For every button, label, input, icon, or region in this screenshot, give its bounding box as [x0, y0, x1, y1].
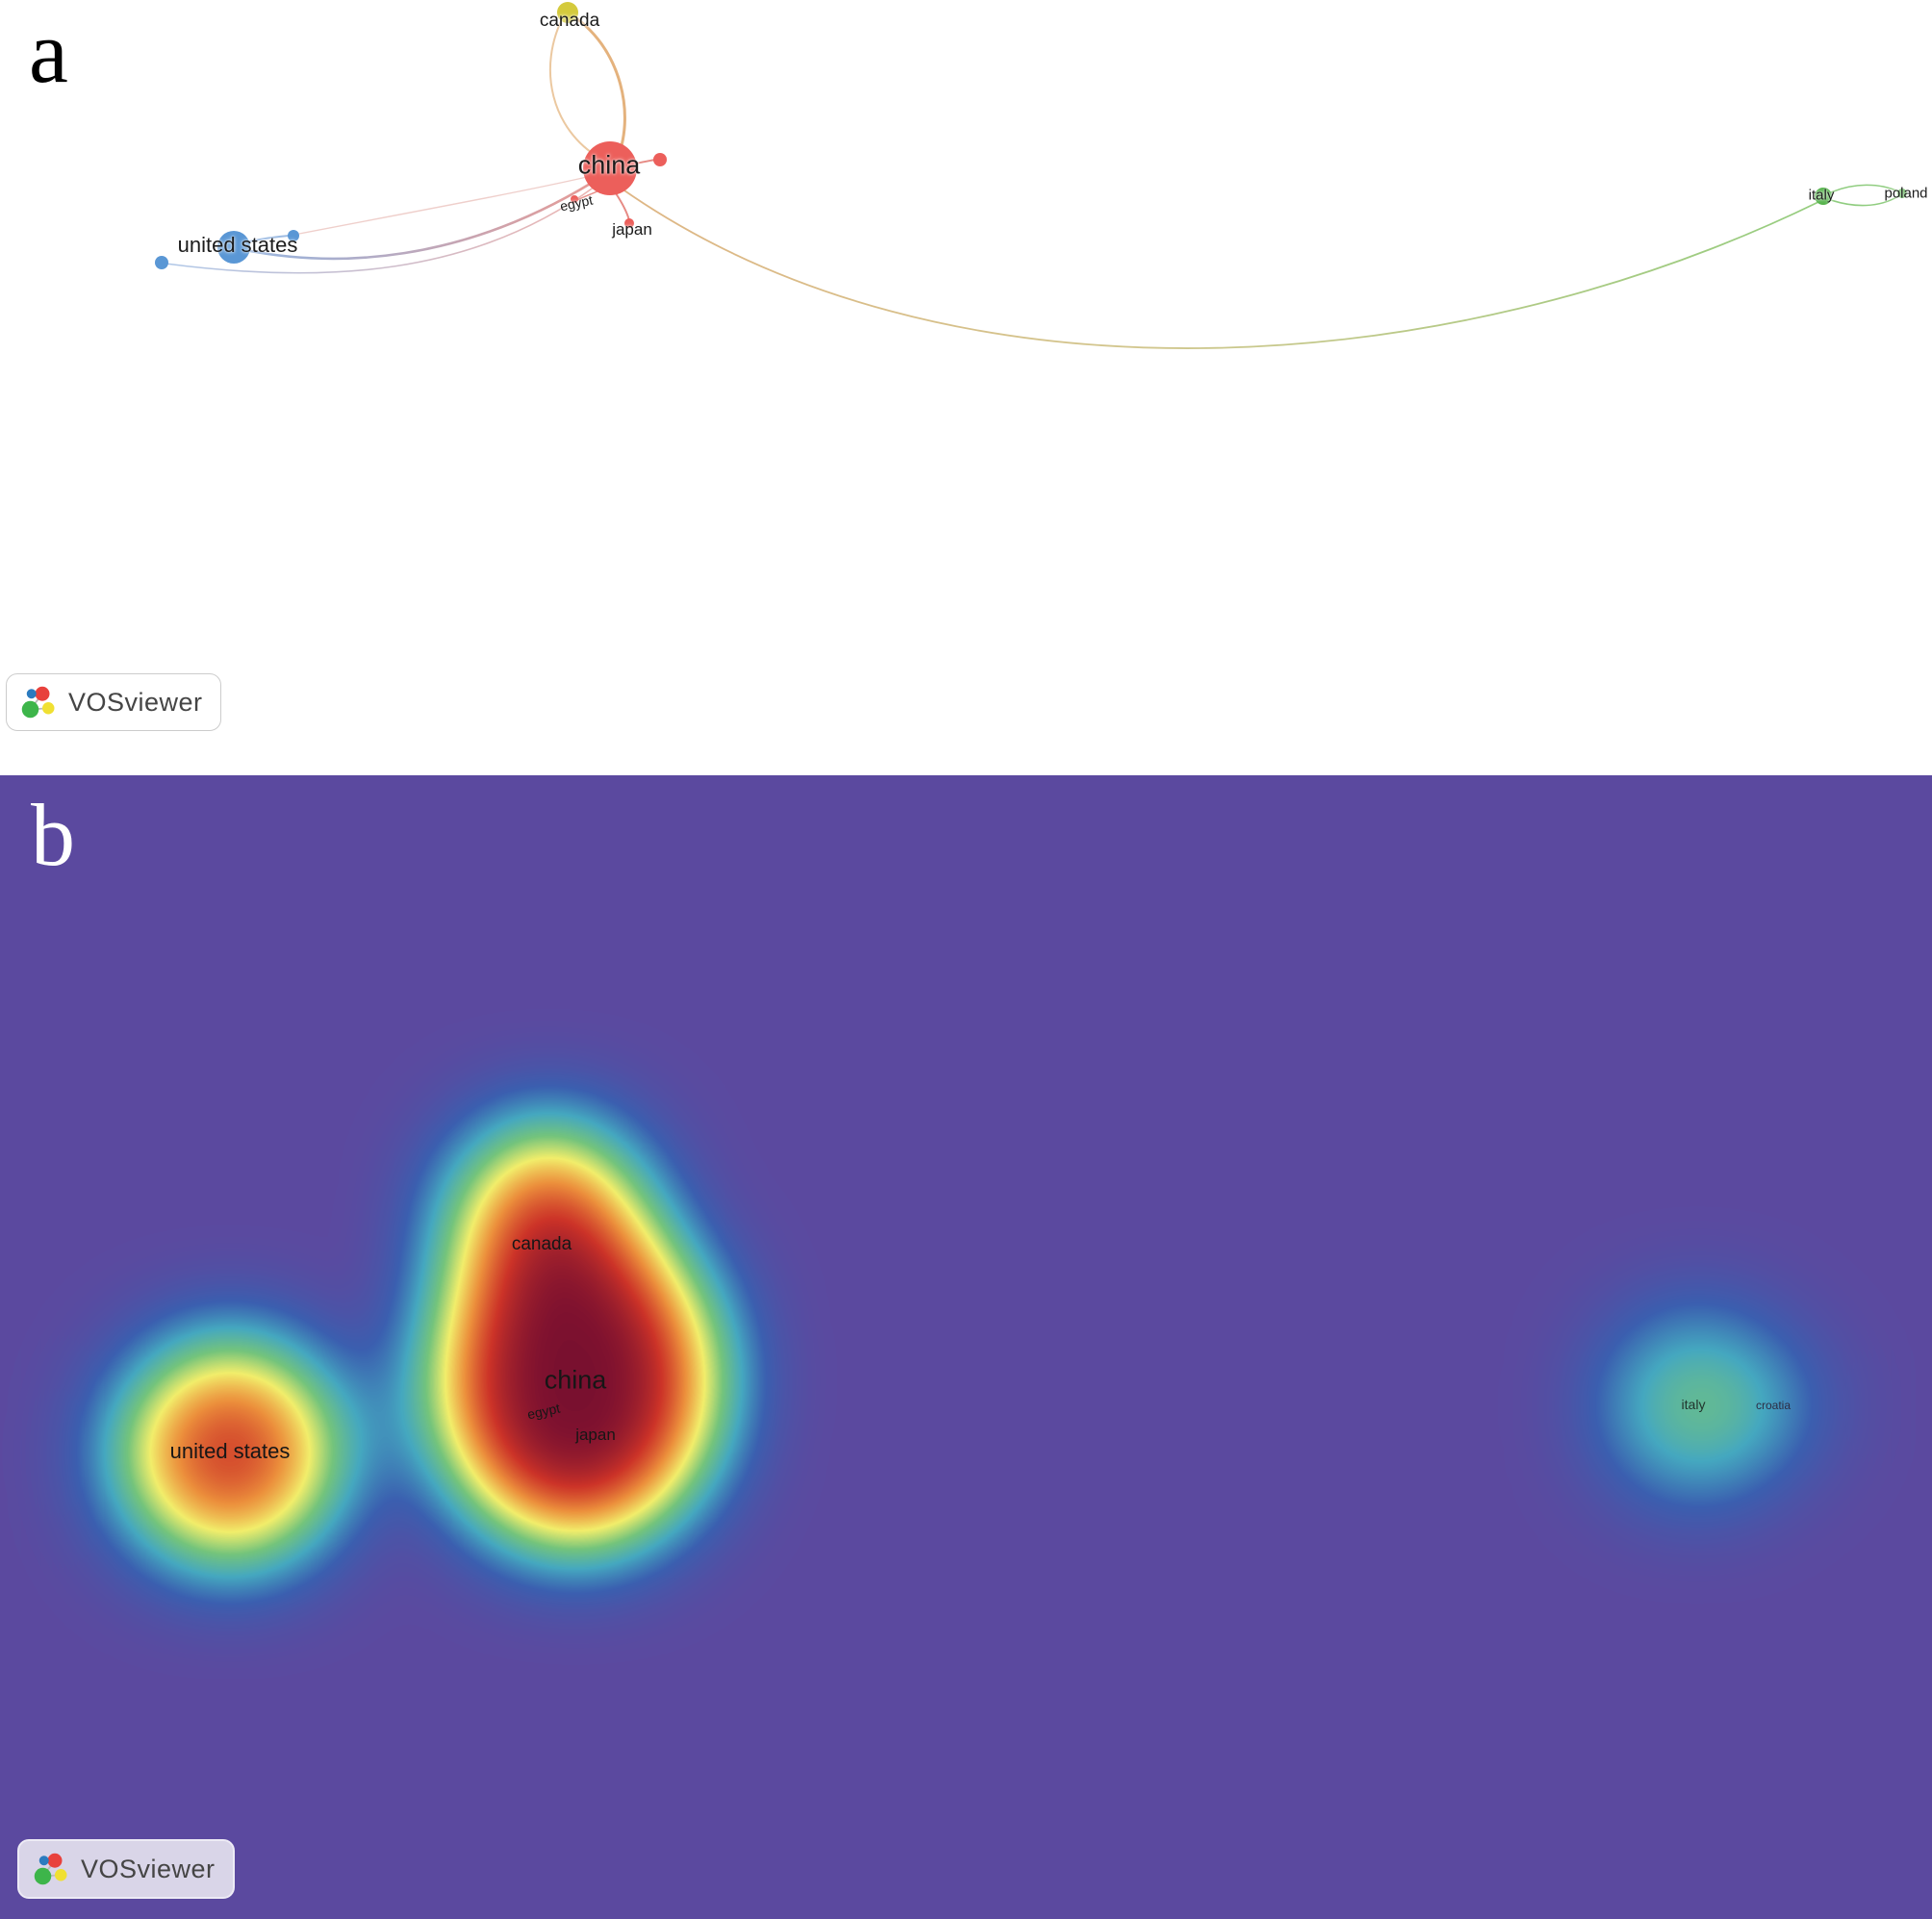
density-label-croatia[interactable]: croatia [1755, 1399, 1792, 1412]
edge-small-node-china [298, 176, 588, 235]
density-heatmap [0, 775, 1932, 1919]
node-small-blue-left[interactable] [155, 256, 168, 269]
vosviewer-label: VOSviewer [68, 687, 203, 717]
density-canvas [0, 775, 1932, 1919]
node-small-blue-right[interactable] [288, 230, 299, 241]
vosviewer-label: VOSviewer [81, 1854, 216, 1883]
edge-china-italy [621, 188, 1819, 349]
edge-china-japan [615, 192, 630, 221]
node-label-china[interactable]: china [577, 150, 641, 180]
network-canvas [155, 2, 1907, 349]
node-united-states[interactable] [217, 231, 250, 264]
vosviewer-logo-icon [34, 1853, 67, 1885]
edge-canada-china-2 [548, 13, 600, 159]
vosviewer-badge[interactable]: VOSviewer [17, 1839, 235, 1899]
node-label-united-states[interactable]: united states [177, 233, 298, 257]
edge-china-united-states [239, 181, 594, 261]
node-label-poland[interactable]: poland [1884, 185, 1928, 202]
density-label-canada[interactable]: canada [511, 1234, 572, 1254]
node-label-canada[interactable]: canada [539, 11, 600, 31]
panel-b-density: b canada china egypt japan united states… [0, 775, 1932, 1919]
node-label-japan[interactable]: japan [612, 220, 652, 239]
panel-b-letter: b [31, 786, 75, 884]
node-label-italy[interactable]: italy [1808, 187, 1835, 204]
node-china[interactable] [583, 141, 637, 195]
edge-china-small-node-left [165, 186, 596, 274]
density-blob-china [431, 1213, 720, 1550]
edge-italy-poland-1 [1830, 184, 1899, 193]
panel-a-network: a [0, 0, 1932, 775]
node-poland[interactable] [1897, 189, 1907, 198]
node-italy[interactable] [1815, 188, 1832, 205]
panel-a-letter: a [29, 3, 68, 101]
node-small-red[interactable] [653, 153, 667, 166]
node-egypt[interactable] [571, 195, 578, 203]
density-blob-italy [1605, 1313, 1790, 1498]
node-canada[interactable] [557, 2, 578, 23]
density-label-china[interactable]: china [544, 1365, 607, 1395]
edge-united-states-small-node [248, 235, 290, 242]
density-label-japan[interactable]: japan [575, 1426, 616, 1444]
density-label-italy[interactable]: italy [1681, 1397, 1706, 1412]
edge-italy-poland-2 [1830, 195, 1899, 207]
node-japan[interactable] [624, 218, 634, 228]
density-blob-united-states [116, 1339, 343, 1566]
vosviewer-logo-icon [21, 686, 55, 719]
density-label-united-states[interactable]: united states [169, 1439, 291, 1463]
vosviewer-badge[interactable]: VOSviewer [6, 673, 221, 731]
